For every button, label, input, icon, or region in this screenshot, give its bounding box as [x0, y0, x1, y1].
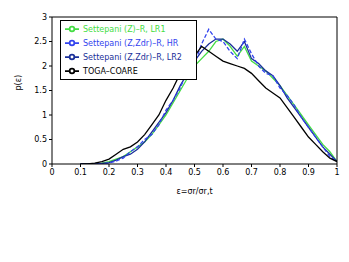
svg-text:0.8: 0.8 [274, 168, 287, 177]
svg-text:0.1: 0.1 [74, 168, 87, 177]
svg-text:0.2: 0.2 [103, 168, 116, 177]
svg-text:0: 0 [42, 160, 47, 169]
svg-text:0.3: 0.3 [131, 168, 144, 177]
svg-text:0.5: 0.5 [34, 135, 47, 144]
svg-text:1: 1 [42, 111, 47, 120]
svg-text:p(ε): p(ε) [14, 75, 23, 91]
html-text:Settepani (Z,Zdr)–R, LR2: Settepani (Z,Zdr)–R, LR2 [83, 52, 182, 62]
svg-text:0.4: 0.4 [160, 168, 173, 177]
svg-text:ε=σr/σr,t: ε=σr/σr,t [176, 187, 212, 196]
svg-text:0.7: 0.7 [245, 168, 258, 177]
svg-text:2.5: 2.5 [34, 37, 47, 46]
svg-text:0.5: 0.5 [188, 168, 201, 177]
svg-text:0.9: 0.9 [302, 168, 315, 177]
svg-text:1: 1 [334, 168, 339, 177]
svg-text:1.5: 1.5 [34, 86, 47, 95]
svg-text:3: 3 [42, 13, 47, 22]
html-text:TOGA–COARE: TOGA–COARE [83, 66, 138, 76]
svg-text:0: 0 [49, 168, 54, 177]
html-text:Settepani (Z)–R, LR1: Settepani (Z)–R, LR1 [83, 24, 166, 34]
html-text:Settepani (Z,Zdr)–R, HR: Settepani (Z,Zdr)–R, HR [83, 38, 179, 48]
svg-text:0.6: 0.6 [217, 168, 230, 177]
svg-text:2: 2 [42, 62, 47, 71]
